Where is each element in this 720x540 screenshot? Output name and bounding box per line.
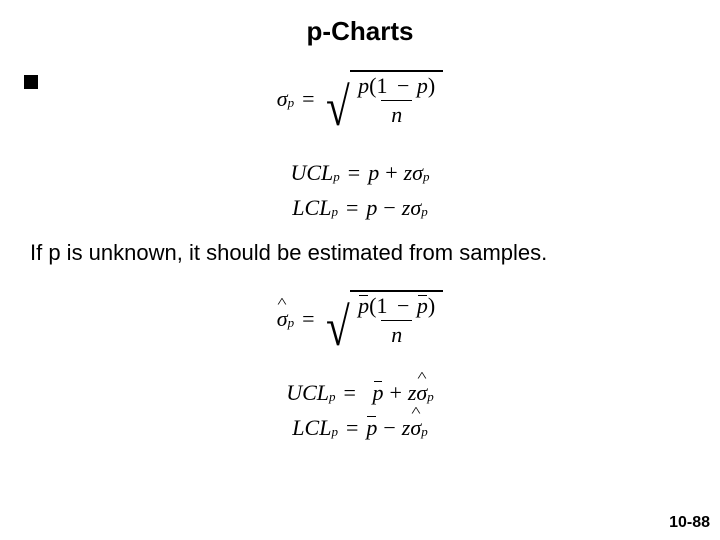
sigma-symbol: σ xyxy=(410,195,421,221)
paren-open: ( xyxy=(369,293,376,318)
sigma-symbol: σ xyxy=(277,86,288,112)
paren-close: ) xyxy=(428,73,435,98)
subscript-p: p xyxy=(288,315,295,331)
sigma-hat-symbol: σ xyxy=(416,380,427,406)
minus-sign: − xyxy=(397,293,409,318)
equation-ucl-hat: UCLp = p + zσp xyxy=(0,380,720,406)
subscript-p: p xyxy=(329,389,336,405)
fraction: p(1 − p) n xyxy=(354,294,439,347)
var-pbar: p xyxy=(372,380,383,406)
sqrt-icon: √ p(1 − p) n xyxy=(323,290,444,347)
const-one: 1 xyxy=(377,73,388,98)
minus-sign: − xyxy=(397,73,409,98)
subscript-p: p xyxy=(331,424,338,440)
page-title: p-Charts xyxy=(0,16,720,47)
paren-close: ) xyxy=(428,293,435,318)
subscript-p: p xyxy=(421,204,428,220)
sigma-symbol: σ xyxy=(412,160,423,186)
lcl-label: LCL xyxy=(292,415,331,441)
var-z: z xyxy=(402,195,411,221)
var-p: p xyxy=(368,160,379,186)
equation-sigma-p: σp = √ p(1 − p) n xyxy=(0,70,720,127)
var-z: z xyxy=(404,160,413,186)
var-pbar: p xyxy=(358,294,369,318)
subscript-p: p xyxy=(423,169,430,185)
var-p: p xyxy=(358,73,369,98)
minus-sign: − xyxy=(383,415,395,441)
note-text: If p is unknown, it should be estimated … xyxy=(30,240,547,266)
equals-sign: = xyxy=(302,306,314,332)
plus-sign: + xyxy=(385,160,397,186)
subscript-p: p xyxy=(331,204,338,220)
equals-sign: = xyxy=(346,195,358,221)
sigma-hat-symbol: σ xyxy=(410,415,421,441)
slide: p-Charts σp = √ p(1 − p) n xyxy=(0,0,720,540)
var-pbar: p xyxy=(366,415,377,441)
equals-sign: = xyxy=(348,160,360,186)
equation-lcl-hat: LCLp = p − zσp xyxy=(0,415,720,441)
var-z: z xyxy=(408,380,417,406)
equals-sign: = xyxy=(302,86,314,112)
ucl-label: UCL xyxy=(290,160,333,186)
equals-sign: = xyxy=(346,415,358,441)
var-p: p xyxy=(417,73,428,98)
var-n: n xyxy=(381,100,412,127)
subscript-p: p xyxy=(421,424,428,440)
var-z: z xyxy=(402,415,411,441)
lcl-label: LCL xyxy=(292,195,331,221)
subscript-p: p xyxy=(288,95,295,111)
paren-open: ( xyxy=(369,73,376,98)
equation-ucl: UCLp = p + zσp xyxy=(0,160,720,186)
var-pbar: p xyxy=(417,294,428,318)
var-p: p xyxy=(366,195,377,221)
equation-sigma-hat: σp = √ p(1 − p) n xyxy=(0,290,720,347)
plus-sign: + xyxy=(389,380,401,406)
sqrt-icon: √ p(1 − p) n xyxy=(323,70,444,127)
const-one: 1 xyxy=(377,293,388,318)
equation-lcl: LCLp = p − zσp xyxy=(0,195,720,221)
minus-sign: − xyxy=(383,195,395,221)
var-n: n xyxy=(381,320,412,347)
page-number: 10-88 xyxy=(669,514,710,532)
subscript-p: p xyxy=(333,169,340,185)
equals-sign: = xyxy=(344,380,356,406)
ucl-label: UCL xyxy=(286,380,329,406)
fraction: p(1 − p) n xyxy=(354,74,439,127)
sigma-hat-symbol: σ xyxy=(277,306,288,332)
subscript-p: p xyxy=(427,389,434,405)
